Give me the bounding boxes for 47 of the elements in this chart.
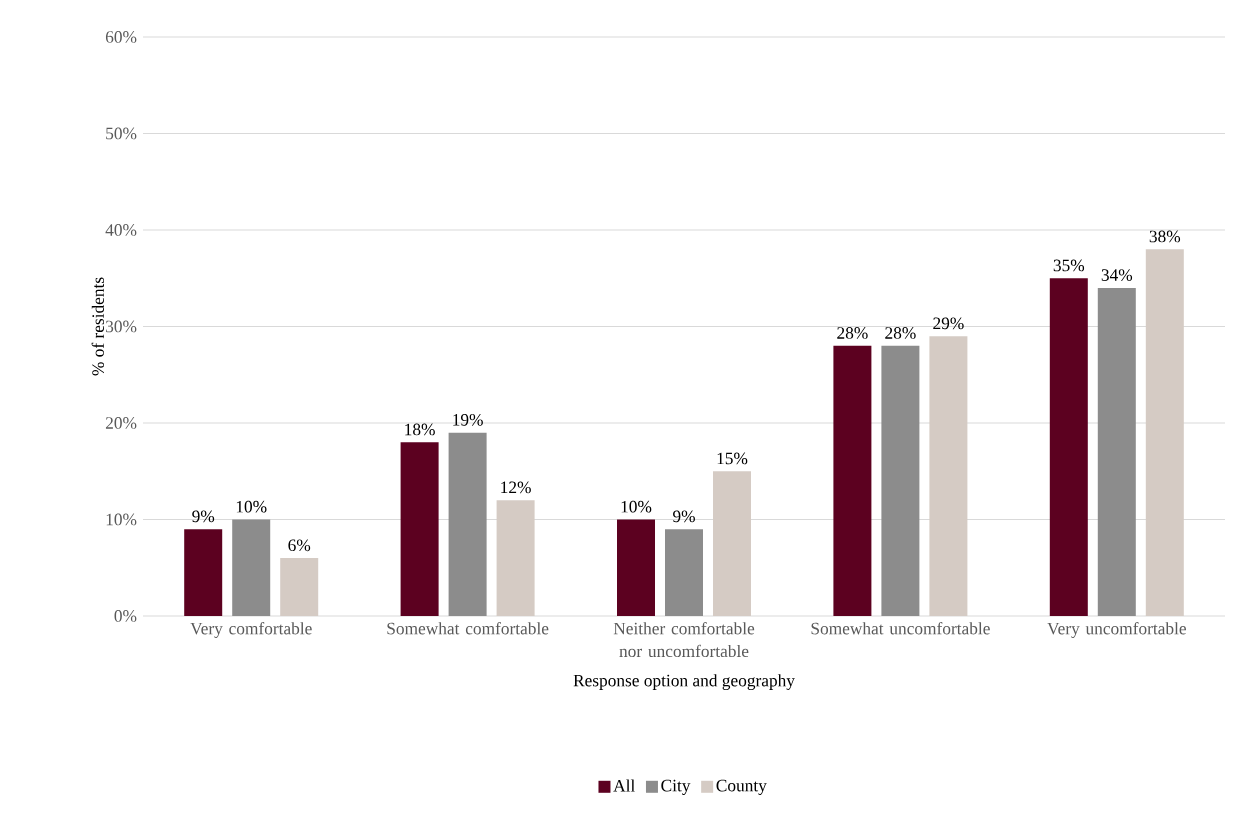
bar: [496, 500, 535, 616]
y-tick-label: 60%: [105, 31, 137, 43]
bar: [400, 442, 439, 616]
data-label: 28%: [837, 327, 868, 339]
data-label: 15%: [717, 452, 748, 465]
x-tick-label: Somewhat comfortable: [387, 622, 549, 635]
x-axis-title: Response option and geography: [573, 674, 795, 690]
bar: [881, 345, 920, 616]
y-tick-label: 0%: [114, 610, 137, 622]
data-label: 35%: [1053, 259, 1085, 272]
x-tick-label: Very uncomfortable: [1047, 622, 1186, 638]
data-label: 28%: [885, 327, 916, 339]
bar: [1145, 249, 1184, 616]
data-label: 10%: [236, 500, 267, 513]
bar: [184, 529, 223, 616]
legend-label: All: [613, 779, 635, 792]
legend-label: City: [661, 779, 691, 795]
data-label: 18%: [405, 423, 435, 436]
legend-label: County: [716, 779, 767, 795]
bar: [448, 432, 487, 616]
data-label: 12%: [501, 481, 531, 494]
data-label: 19%: [453, 413, 483, 426]
y-axis-title: % of residents: [91, 277, 105, 376]
data-label: 34%: [1101, 269, 1133, 281]
bar: [833, 345, 872, 616]
bar: [1097, 287, 1136, 616]
y-tick-label: 40%: [105, 224, 137, 236]
data-label: 38%: [1149, 230, 1181, 243]
x-tick-label: Neither comfortable nor uncomfortable: [613, 622, 755, 658]
bar: [713, 471, 751, 616]
bar: [617, 519, 656, 616]
bar: [665, 529, 703, 616]
bar: [929, 336, 968, 616]
bar: [232, 519, 271, 616]
y-tick-label: 30%: [106, 320, 137, 333]
data-label: 9%: [192, 510, 215, 523]
bar: [1049, 278, 1088, 616]
data-label: 9%: [673, 510, 695, 523]
x-tick-label: Very comfortable: [190, 622, 312, 638]
y-tick-label: 50%: [106, 127, 137, 140]
y-tick-label: 10%: [106, 513, 137, 526]
data-label: 29%: [933, 317, 964, 330]
y-tick-label: 20%: [105, 417, 137, 429]
x-tick-label: Somewhat uncomfortable: [811, 622, 990, 635]
data-label: 10%: [621, 500, 652, 513]
data-label: 6%: [288, 539, 311, 552]
bar: [280, 558, 319, 616]
